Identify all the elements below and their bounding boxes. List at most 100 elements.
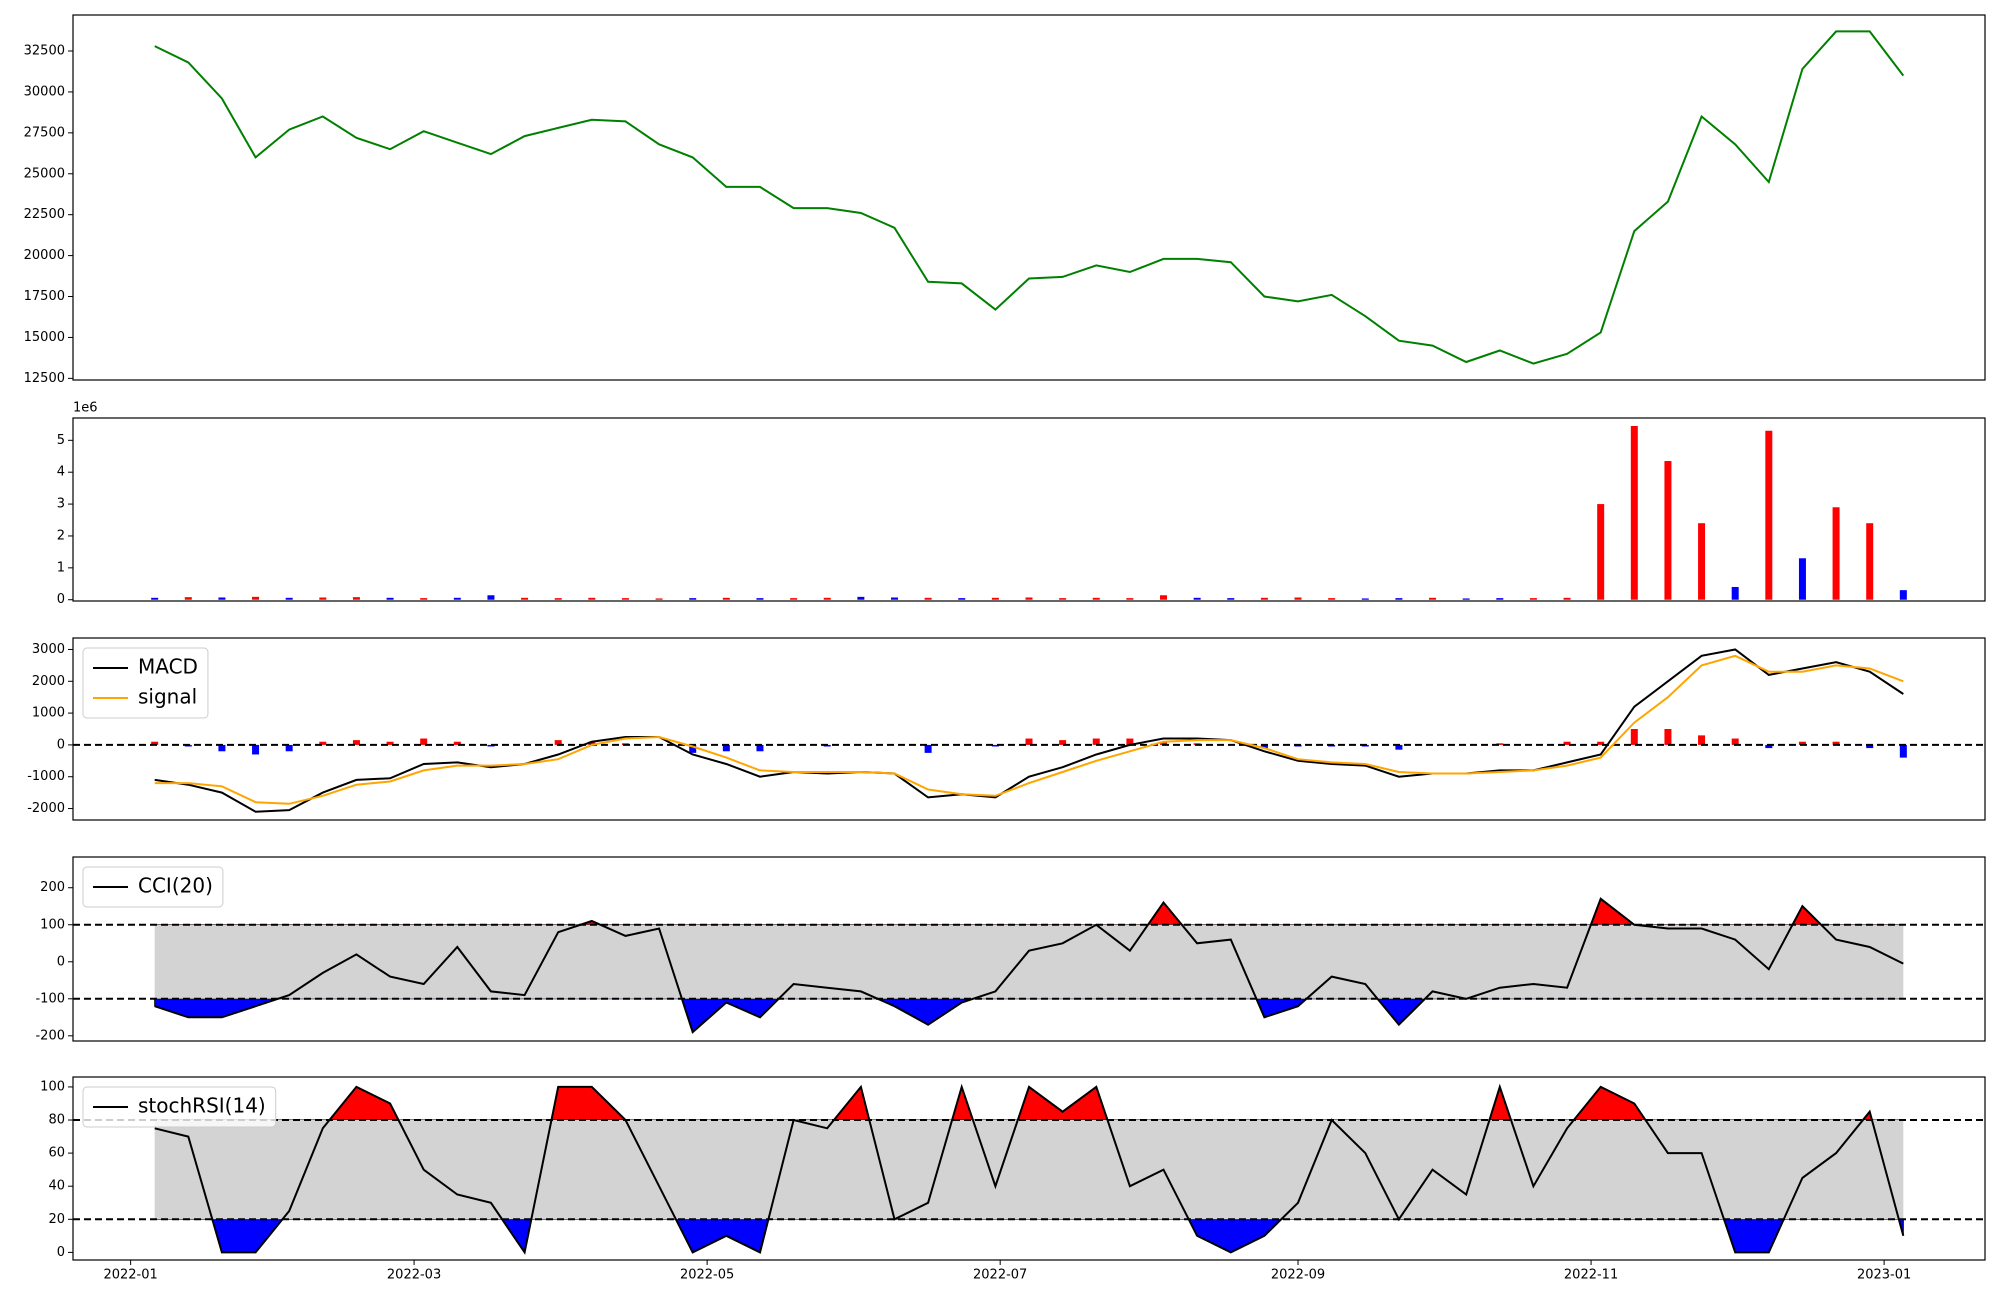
y-tick-label: 12500 — [24, 371, 65, 386]
bar — [588, 597, 596, 600]
bar — [352, 597, 360, 600]
y-tick-label: 1000 — [32, 706, 65, 721]
y-tick-label: 2 — [57, 528, 65, 543]
bar — [1361, 598, 1369, 600]
y-tick-label: 100 — [40, 917, 65, 932]
bar — [991, 597, 999, 600]
x-tick-label: 2022-09 — [1271, 1268, 1325, 1283]
histogram-bar — [1664, 729, 1672, 745]
bar — [487, 595, 495, 600]
x-tick-label: 2023-01 — [1857, 1268, 1911, 1283]
bar — [453, 597, 461, 600]
bar — [1832, 507, 1840, 600]
histogram-bar — [151, 741, 159, 745]
histogram-bar — [1698, 735, 1706, 745]
y-tick-label: 25000 — [24, 166, 65, 181]
plot-frame — [72, 14, 1986, 381]
y-tick-label: 22500 — [24, 207, 65, 222]
y-tick-label: 20000 — [24, 248, 65, 263]
y-tick-label: 20 — [48, 1212, 65, 1227]
plot-frame — [72, 417, 1986, 602]
bar — [420, 598, 428, 600]
x-tick-label: 2022-11 — [1564, 1268, 1618, 1283]
bar — [1866, 523, 1874, 600]
overshoot-fill — [154, 1219, 1904, 1254]
histogram-bar — [1092, 738, 1100, 745]
y-tick-label: 3 — [57, 497, 65, 512]
y-tick-label: 32500 — [24, 44, 65, 59]
bar — [1395, 598, 1403, 600]
bar — [386, 597, 394, 600]
plot-area — [73, 648, 1985, 813]
y-tick-label: 15000 — [24, 330, 65, 345]
histogram-bar — [1025, 738, 1033, 745]
x-tick-label: 2022-05 — [680, 1268, 734, 1283]
neutral-band — [154, 924, 1904, 999]
bar — [655, 598, 663, 600]
line — [154, 897, 1904, 1034]
bar — [1059, 598, 1067, 600]
histogram-bar — [588, 741, 596, 745]
histogram-bar — [756, 744, 764, 752]
bar — [1193, 597, 1201, 600]
bar — [1160, 595, 1168, 600]
x-tick-label: 2022-01 — [103, 1268, 157, 1283]
legend-label: signal — [138, 685, 197, 709]
line — [154, 654, 1904, 805]
histogram-bar — [1866, 744, 1874, 749]
x-tick-label: 2022-03 — [387, 1268, 441, 1283]
bar — [1025, 597, 1033, 600]
histogram-bar — [554, 740, 562, 745]
histogram-bar — [1059, 740, 1067, 745]
y-tick-label: 60 — [48, 1146, 65, 1161]
bar — [1496, 598, 1504, 600]
legend-label: CCI(20) — [138, 874, 213, 898]
histogram-bar — [285, 744, 293, 752]
bar — [1529, 598, 1537, 600]
bar — [1462, 598, 1470, 600]
bar — [1597, 504, 1605, 600]
bar — [890, 597, 898, 600]
bar — [1899, 590, 1907, 600]
y-tick-label: 0 — [57, 954, 65, 969]
histogram-bar — [252, 744, 260, 755]
histogram-bar — [1395, 744, 1403, 750]
plot-area — [154, 30, 1905, 365]
plot-area — [73, 1083, 1985, 1255]
histogram-bar — [352, 740, 360, 745]
plot-frame — [72, 637, 1986, 821]
histogram-bar — [689, 744, 697, 753]
bar — [689, 598, 697, 600]
y-tick-label: 30000 — [24, 84, 65, 99]
bar — [823, 597, 831, 600]
bar — [1227, 598, 1235, 600]
y-tick-label: -100 — [35, 991, 65, 1006]
histogram-bar — [1496, 743, 1504, 745]
legend-label: MACD — [138, 655, 198, 679]
y-tick-label: 1 — [57, 560, 65, 575]
bar — [958, 598, 966, 600]
histogram-bar — [453, 741, 461, 745]
bar — [857, 596, 865, 600]
bar — [184, 597, 192, 600]
histogram-bar — [1731, 738, 1739, 745]
y-tick-label: 0 — [57, 592, 65, 607]
x-tick-label: 2022-07 — [973, 1268, 1027, 1283]
bar — [218, 597, 226, 600]
legend-box — [82, 1086, 277, 1128]
histogram-bar — [991, 744, 999, 747]
y-tick-label: -200 — [35, 1028, 65, 1043]
histogram-bar — [1630, 729, 1638, 745]
bar — [1664, 461, 1672, 600]
bar — [621, 598, 629, 600]
bar — [151, 597, 159, 600]
histogram-bar — [1126, 738, 1134, 745]
bar — [924, 597, 932, 600]
legend-box — [82, 866, 224, 908]
neutral-band — [154, 1120, 1904, 1220]
histogram-bar — [487, 744, 495, 747]
bar — [1294, 597, 1302, 600]
histogram-bar — [1160, 741, 1168, 745]
y-tick-label: 0 — [57, 737, 65, 752]
